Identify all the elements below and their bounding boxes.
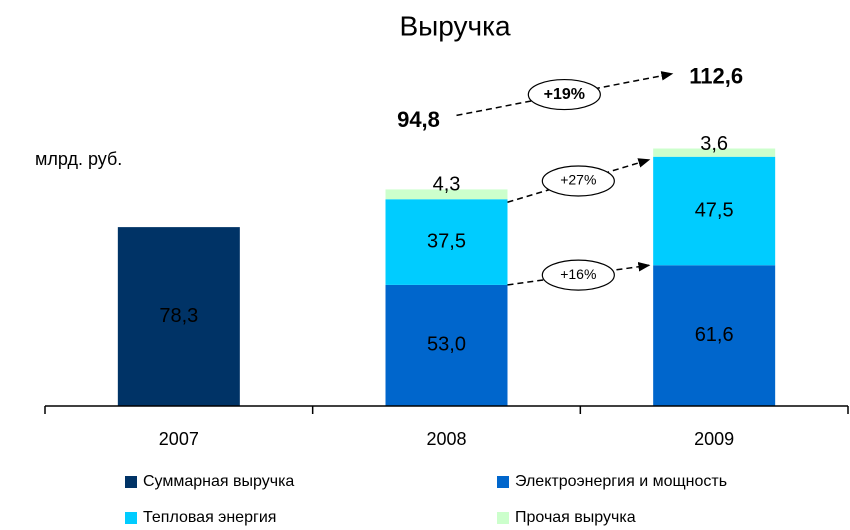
legend-label: Тепловая энергия bbox=[143, 509, 276, 526]
bar-segment bbox=[653, 148, 776, 157]
annotation-ellipse bbox=[527, 78, 601, 111]
chart-title: Выручка bbox=[399, 10, 511, 41]
annotation-ellipse bbox=[541, 259, 615, 291]
data-label: 37,5 bbox=[427, 230, 466, 252]
data-label: 4,3 bbox=[433, 174, 461, 196]
x-tick-label: 2009 bbox=[694, 429, 734, 449]
legend-label: Электроэнергия и мощность bbox=[515, 473, 727, 490]
unit-label: млрд. руб. bbox=[35, 149, 122, 169]
data-label: 61,6 bbox=[695, 324, 734, 346]
bar-segment bbox=[117, 227, 240, 406]
legend-swatch bbox=[497, 512, 509, 524]
annotation: +27% bbox=[560, 172, 596, 188]
x-tick-label: 2007 bbox=[159, 429, 199, 449]
bar-segment bbox=[385, 189, 508, 200]
annotation: +16% bbox=[560, 266, 596, 282]
legend-swatch bbox=[125, 476, 137, 488]
annotation-ellipse bbox=[541, 165, 615, 197]
legend-swatch bbox=[497, 476, 509, 488]
data-label: 3,6 bbox=[700, 133, 728, 155]
data-label: 53,0 bbox=[427, 334, 466, 356]
x-tick-label: 2008 bbox=[426, 429, 466, 449]
legend-label: Прочая выручка bbox=[515, 509, 636, 526]
growth-arrow bbox=[456, 71, 674, 117]
data-label: 78,3 bbox=[159, 305, 198, 327]
data-label: 47,5 bbox=[695, 199, 734, 221]
bar-segment bbox=[653, 156, 776, 266]
annotation: +19% bbox=[544, 86, 585, 103]
total-label: 94,8 bbox=[397, 107, 440, 132]
total-label: 112,6 bbox=[689, 64, 743, 89]
legend-swatch bbox=[125, 512, 137, 524]
bar-segment bbox=[653, 265, 776, 406]
bar-segment bbox=[385, 284, 508, 406]
legend-label: Суммарная выручка bbox=[143, 473, 294, 490]
bar-segment bbox=[385, 199, 508, 285]
